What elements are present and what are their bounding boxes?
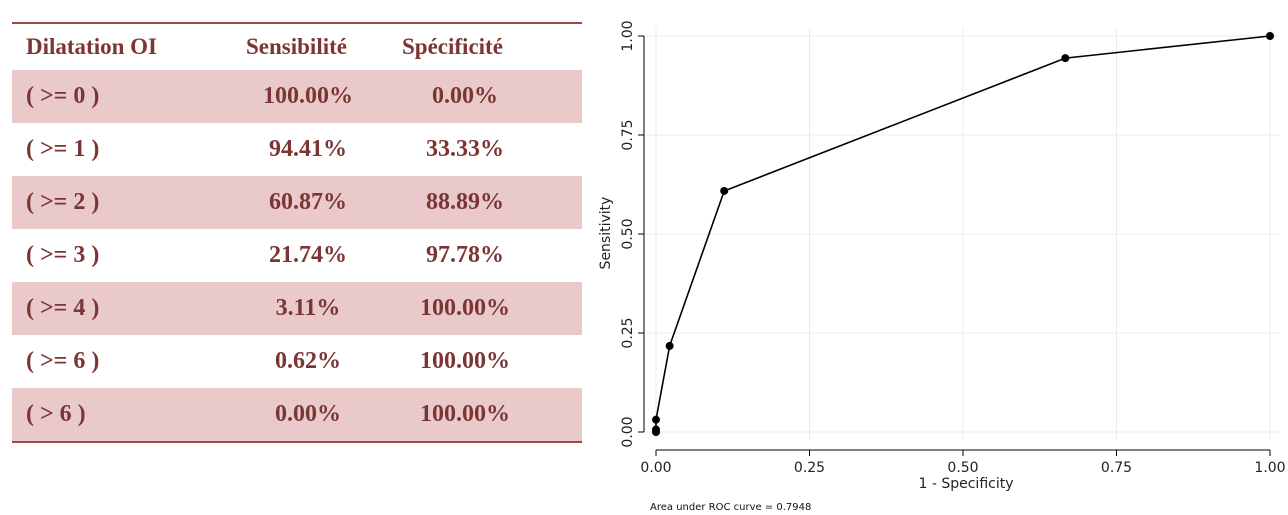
- row-threshold: ( >= 3 ): [26, 242, 100, 268]
- row-sensibilite: 94.41%: [269, 136, 347, 162]
- row-specificite: 100.00%: [420, 295, 510, 321]
- row-sensibilite: 3.11%: [275, 295, 341, 321]
- x-tick-label: 1.00: [1254, 460, 1285, 476]
- row-specificite: 88.89%: [426, 189, 504, 215]
- row-sensibilite: 0.00%: [275, 401, 341, 427]
- x-tick-label: 0.25: [794, 460, 825, 476]
- table-row: ( >= 6 ) 0.62% 100.00%: [12, 335, 582, 388]
- y-axis-title: Sensitivity: [598, 197, 614, 270]
- row-threshold: ( >= 2 ): [26, 189, 100, 215]
- header-dilatation: Dilatation OI: [26, 34, 157, 59]
- table-row: ( >= 2 ) 60.87% 88.89%: [12, 176, 582, 229]
- table-top-rule: [12, 22, 582, 24]
- y-tick-label: 0.50: [620, 218, 636, 249]
- x-tick-label: 0.75: [1101, 460, 1132, 476]
- table-row: ( >= 1 ) 94.41% 33.33%: [12, 123, 582, 176]
- row-specificite: 100.00%: [420, 401, 510, 427]
- table-bottom-rule: [12, 441, 582, 443]
- header-sensibilite: Sensibilité: [246, 34, 347, 59]
- y-tick-label: 0.00: [620, 416, 636, 447]
- row-threshold: ( >= 0 ): [26, 83, 100, 109]
- table-row: ( >= 0 ) 100.00% 0.00%: [12, 70, 582, 123]
- roc-point: [665, 341, 674, 350]
- table-row: ( >= 4 ) 3.11% 100.00%: [12, 282, 582, 335]
- table-row: ( > 6 ) 0.00% 100.00%: [12, 388, 582, 441]
- roc-point: [652, 425, 660, 434]
- row-specificite: 100.00%: [420, 348, 510, 374]
- y-tick-label: 0.25: [620, 317, 636, 348]
- y-tick-label: 1.00: [620, 20, 636, 51]
- row-sensibilite: 60.87%: [269, 189, 347, 215]
- row-threshold: ( >= 1 ): [26, 136, 100, 162]
- table-row: ( >= 3 ) 21.74% 97.78%: [12, 229, 582, 282]
- axes: 0.00 0.25 0.50 0.75 1.00 0.00 0.25 0.50 0.75 1.00: [620, 20, 1286, 476]
- roc-point: [1266, 32, 1274, 40]
- row-sensibilite: 100.00%: [263, 83, 353, 109]
- table-header-row: Dilatation OI Sensibilité Spécificité: [12, 24, 582, 70]
- auc-annotation: Area under ROC curve = 0.7948: [650, 502, 811, 513]
- roc-point: [1061, 54, 1070, 63]
- row-threshold: ( > 6 ): [26, 401, 86, 427]
- x-tick-label: 0.00: [640, 460, 671, 476]
- roc-chart: 0.00 0.25 0.50 0.75 1.00 0.00 0.25 0.50 0.75 1.00…: [598, 20, 1286, 513]
- roc-series: [652, 32, 1274, 436]
- header-specificite: Spécificité: [402, 34, 503, 59]
- row-specificite: 0.00%: [432, 83, 498, 109]
- grid: [646, 28, 1280, 440]
- row-sensibilite: 21.74%: [269, 242, 347, 268]
- threshold-table: Dilatation OI Sensibilité Spécificité ( …: [12, 22, 582, 443]
- roc-point: [652, 415, 660, 424]
- row-specificite: 33.33%: [426, 136, 504, 162]
- y-tick-label: 0.75: [620, 119, 636, 150]
- x-axis-title: 1 - Specificity: [918, 476, 1013, 492]
- x-tick-label: 0.50: [947, 460, 978, 476]
- roc-point: [720, 186, 729, 195]
- row-threshold: ( >= 4 ): [26, 295, 100, 321]
- row-sensibilite: 0.62%: [275, 348, 341, 374]
- row-threshold: ( >= 6 ): [26, 348, 100, 374]
- row-specificite: 97.78%: [426, 242, 504, 268]
